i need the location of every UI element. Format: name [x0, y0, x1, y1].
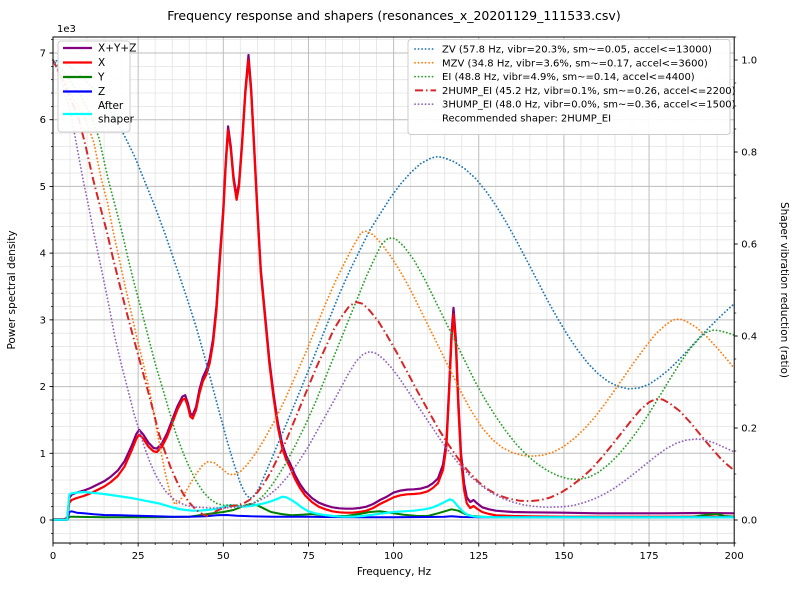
legend-label-z: Z: [98, 86, 105, 98]
legend-label-2hump-ei: 2HUMP_EI (45.2 Hz, vibr=0.1%, sm~=0.26, …: [442, 86, 736, 97]
y-left-tick-label: 1: [40, 449, 46, 460]
y-left-tick-label: 2: [40, 382, 46, 393]
x-tick-label: 50: [217, 551, 230, 562]
legend-shapers: ZV (57.8 Hz, vibr=20.3%, sm~=0.05, accel…: [407, 39, 736, 135]
grid: [53, 37, 735, 543]
legend-label-x-y-z: X+Y+Z: [98, 43, 136, 55]
legend-label-after-shaper-line1: After: [98, 100, 124, 112]
legend-label-zv: ZV (57.8 Hz, vibr=20.3%, sm~=0.05, accel…: [442, 45, 712, 56]
chart-title: Frequency response and shapers (resonanc…: [167, 8, 620, 23]
legend-recommended-shaper-note: Recommended shaper: 2HUMP_EI: [442, 114, 611, 125]
x-tick-label: 75: [302, 551, 315, 562]
y-axis-offset-label: 1e3: [57, 24, 76, 35]
x-axis-label: Frequency, Hz: [357, 566, 432, 578]
legend-psd: X+Y+Z XYZ After shaper: [57, 40, 136, 133]
y-right-tick-label: 1.0: [741, 56, 757, 67]
shaper-series-group: [52, 59, 736, 517]
legend-label-x: X: [98, 57, 105, 69]
y-right-tick-label: 0.6: [741, 240, 757, 251]
legend-label-y: Y: [97, 72, 105, 84]
y-axis-left-label: Power spectral density: [6, 230, 18, 349]
legend-label-mzv: MZV (34.8 Hz, vibr=3.6%, sm~=0.17, accel…: [442, 58, 708, 69]
x-tick-label: 0: [50, 551, 56, 562]
x-tick-label: 175: [640, 551, 659, 562]
legends: X+Y+Z XYZ After shaper ZV (57.8 Hz, vibr=20.…: [57, 39, 736, 135]
y-axis-right-label: Shaper vibration reduction (ratio): [778, 202, 790, 378]
y-right-tick-label: 0.2: [741, 424, 757, 435]
y-right-tick-label: 0.0: [741, 516, 757, 527]
axis-ticks: 0 25 50 75 100 125 150 175 200 0 1 2 3 4 5 6 7 0.0 0.2 0.4 0…: [40, 36, 757, 562]
y-right-tick-label: 0.4: [741, 332, 757, 343]
legend-label-after-shaper-line2: shaper: [98, 114, 135, 126]
series-mzv: [52, 59, 736, 506]
y-left-tick-label: 3: [40, 315, 46, 326]
series-ei: [52, 59, 736, 507]
legend-label-ei: EI (48.8 Hz, vibr=4.9%, sm~=0.14, accel<…: [442, 72, 695, 83]
legend-psd-box: [57, 40, 131, 133]
y-left-tick-label: 5: [40, 182, 46, 193]
series-after-shaper: [53, 490, 735, 521]
x-tick-label: 25: [132, 551, 145, 562]
x-tick-label: 150: [554, 551, 573, 562]
legend-shapers-box: [407, 39, 731, 135]
x-tick-label: 125: [469, 551, 488, 562]
y-left-tick-label: 0: [40, 516, 46, 527]
series-zv: [52, 59, 736, 500]
x-tick-label: 200: [725, 551, 744, 562]
legend-label-3hump-ei: 3HUMP_EI (48.0 Hz, vibr=0.0%, sm~=0.36, …: [442, 100, 736, 111]
series-3hump-ei: [52, 59, 736, 509]
y-right-tick-label: 0.8: [741, 148, 757, 159]
y-left-tick-label: 7: [40, 49, 46, 60]
series-2hump-ei: [52, 59, 735, 517]
series-z: [53, 510, 735, 521]
y-left-tick-label: 4: [40, 249, 46, 260]
x-tick-label: 100: [384, 551, 403, 562]
y-left-tick-label: 6: [40, 115, 46, 126]
